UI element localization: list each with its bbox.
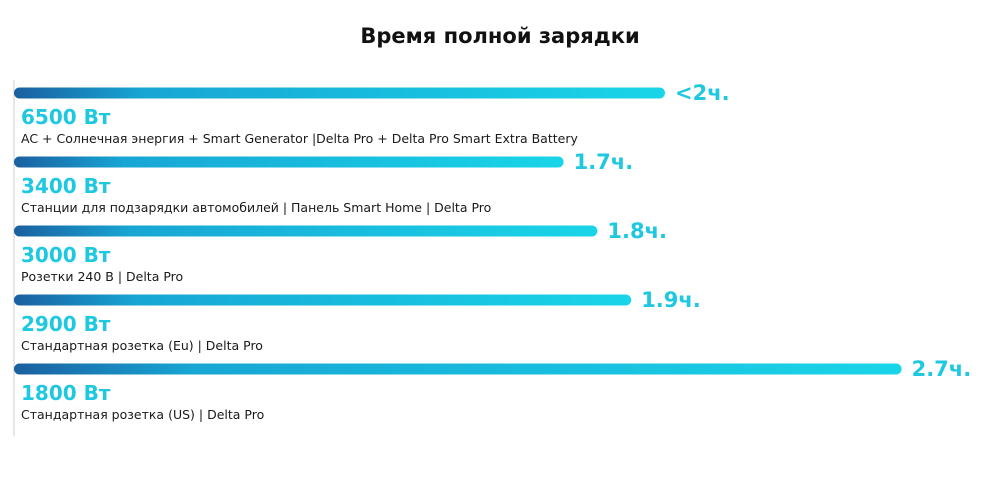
bar-value-label: <2ч. xyxy=(675,81,730,105)
category-description: Стандартная розетка (Eu) | Delta Pro xyxy=(21,338,263,353)
power-label: 6500 Вт xyxy=(21,105,111,129)
bar-5 xyxy=(14,363,902,375)
category-description: Стандартная розетка (US) | Delta Pro xyxy=(21,407,264,422)
power-label: 3000 Вт xyxy=(21,243,111,267)
bar-value-label: 1.9ч. xyxy=(641,288,701,312)
power-label: 3400 Вт xyxy=(21,174,111,198)
bar-2 xyxy=(14,156,564,168)
bar-4 xyxy=(14,294,632,306)
bar-1 xyxy=(14,87,665,99)
bar-3 xyxy=(14,225,598,237)
category-description: AC + Солнечная энергия + Smart Generator… xyxy=(21,131,578,146)
power-label: 2900 Вт xyxy=(21,312,111,336)
bar-value-label: 1.8ч. xyxy=(607,219,667,243)
category-description: Розетки 240 В | Delta Pro xyxy=(21,269,183,284)
bar-value-label: 2.7ч. xyxy=(912,357,972,381)
category-description: Станции для подзарядки автомобилей | Пан… xyxy=(21,200,491,215)
bar-value-label: 1.7ч. xyxy=(574,150,634,174)
power-label: 1800 Вт xyxy=(21,381,111,405)
chart-title: Время полной зарядки xyxy=(360,24,640,48)
